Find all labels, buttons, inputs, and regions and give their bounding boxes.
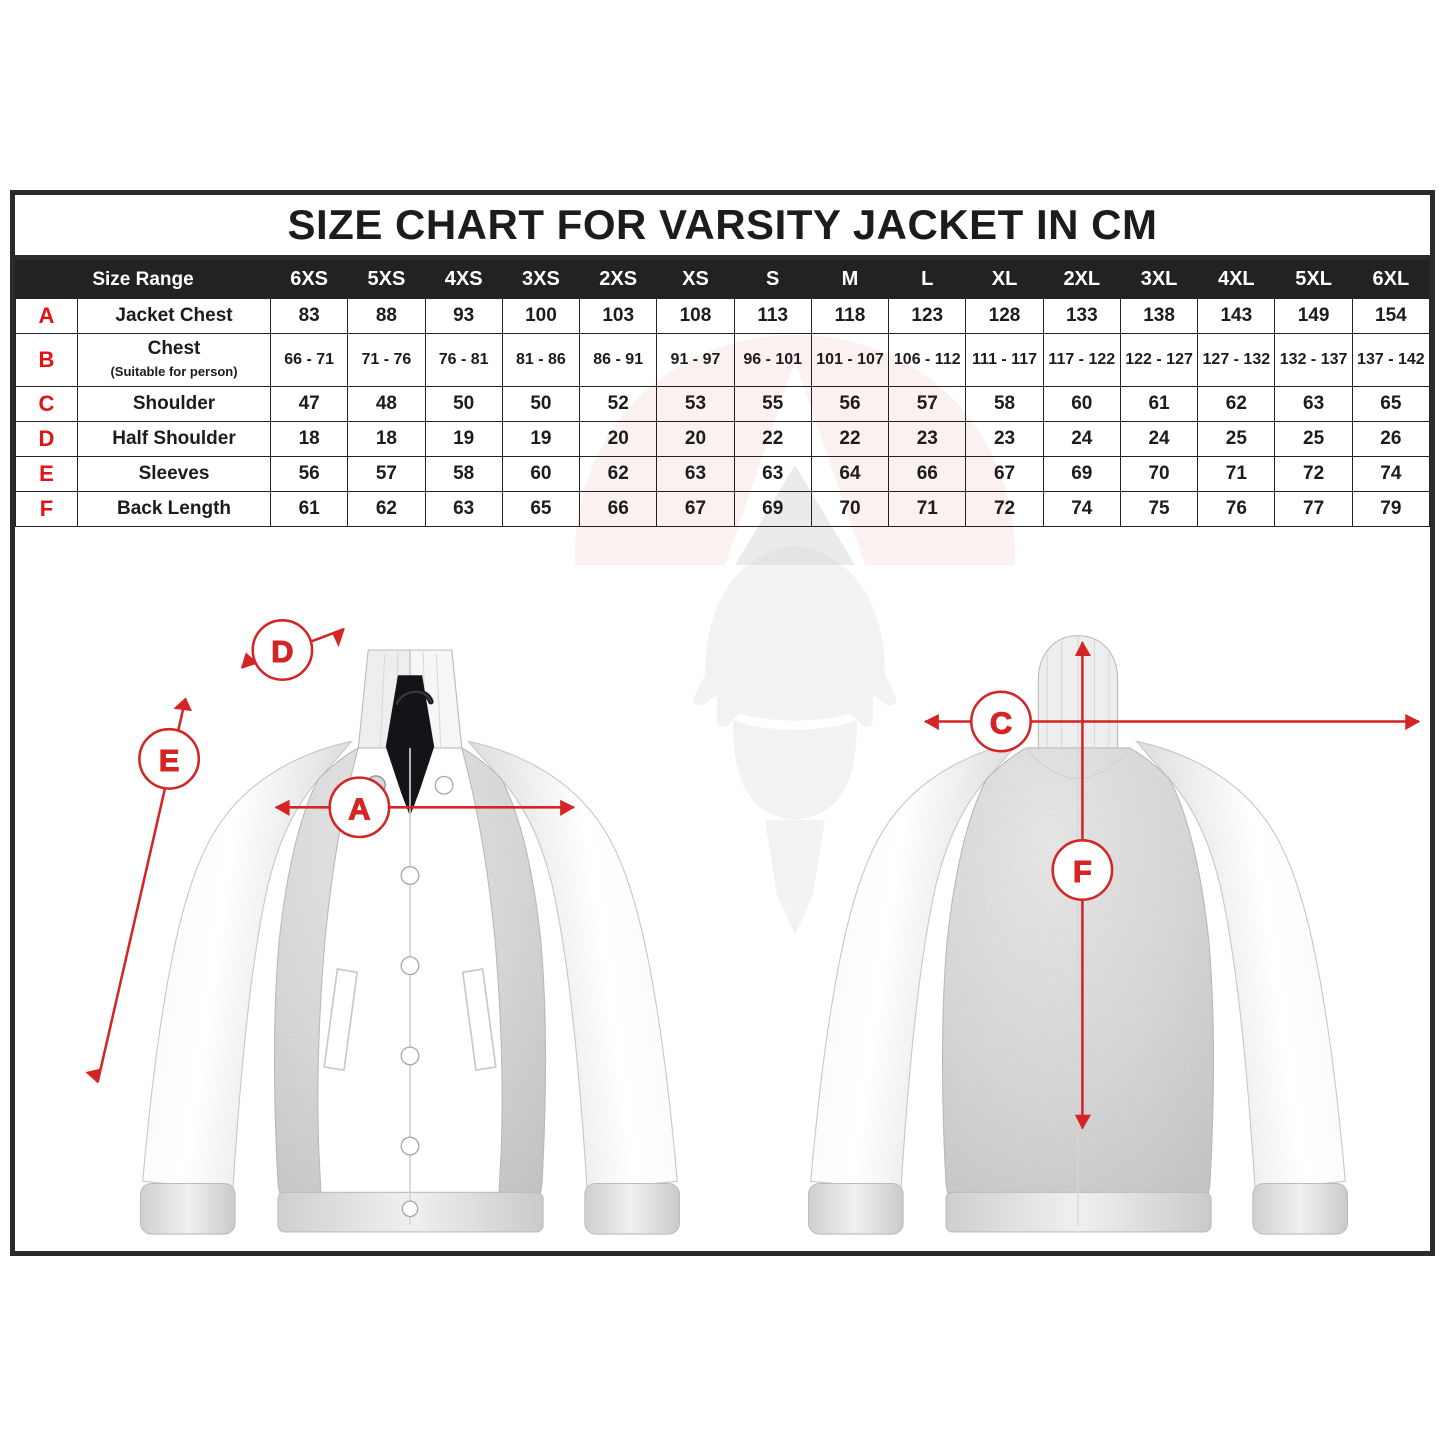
svg-text:E: E bbox=[159, 743, 180, 778]
svg-text:A: A bbox=[348, 791, 370, 826]
svg-text:D: D bbox=[271, 634, 293, 669]
svg-text:C: C bbox=[990, 706, 1012, 741]
svg-text:F: F bbox=[1073, 854, 1092, 889]
